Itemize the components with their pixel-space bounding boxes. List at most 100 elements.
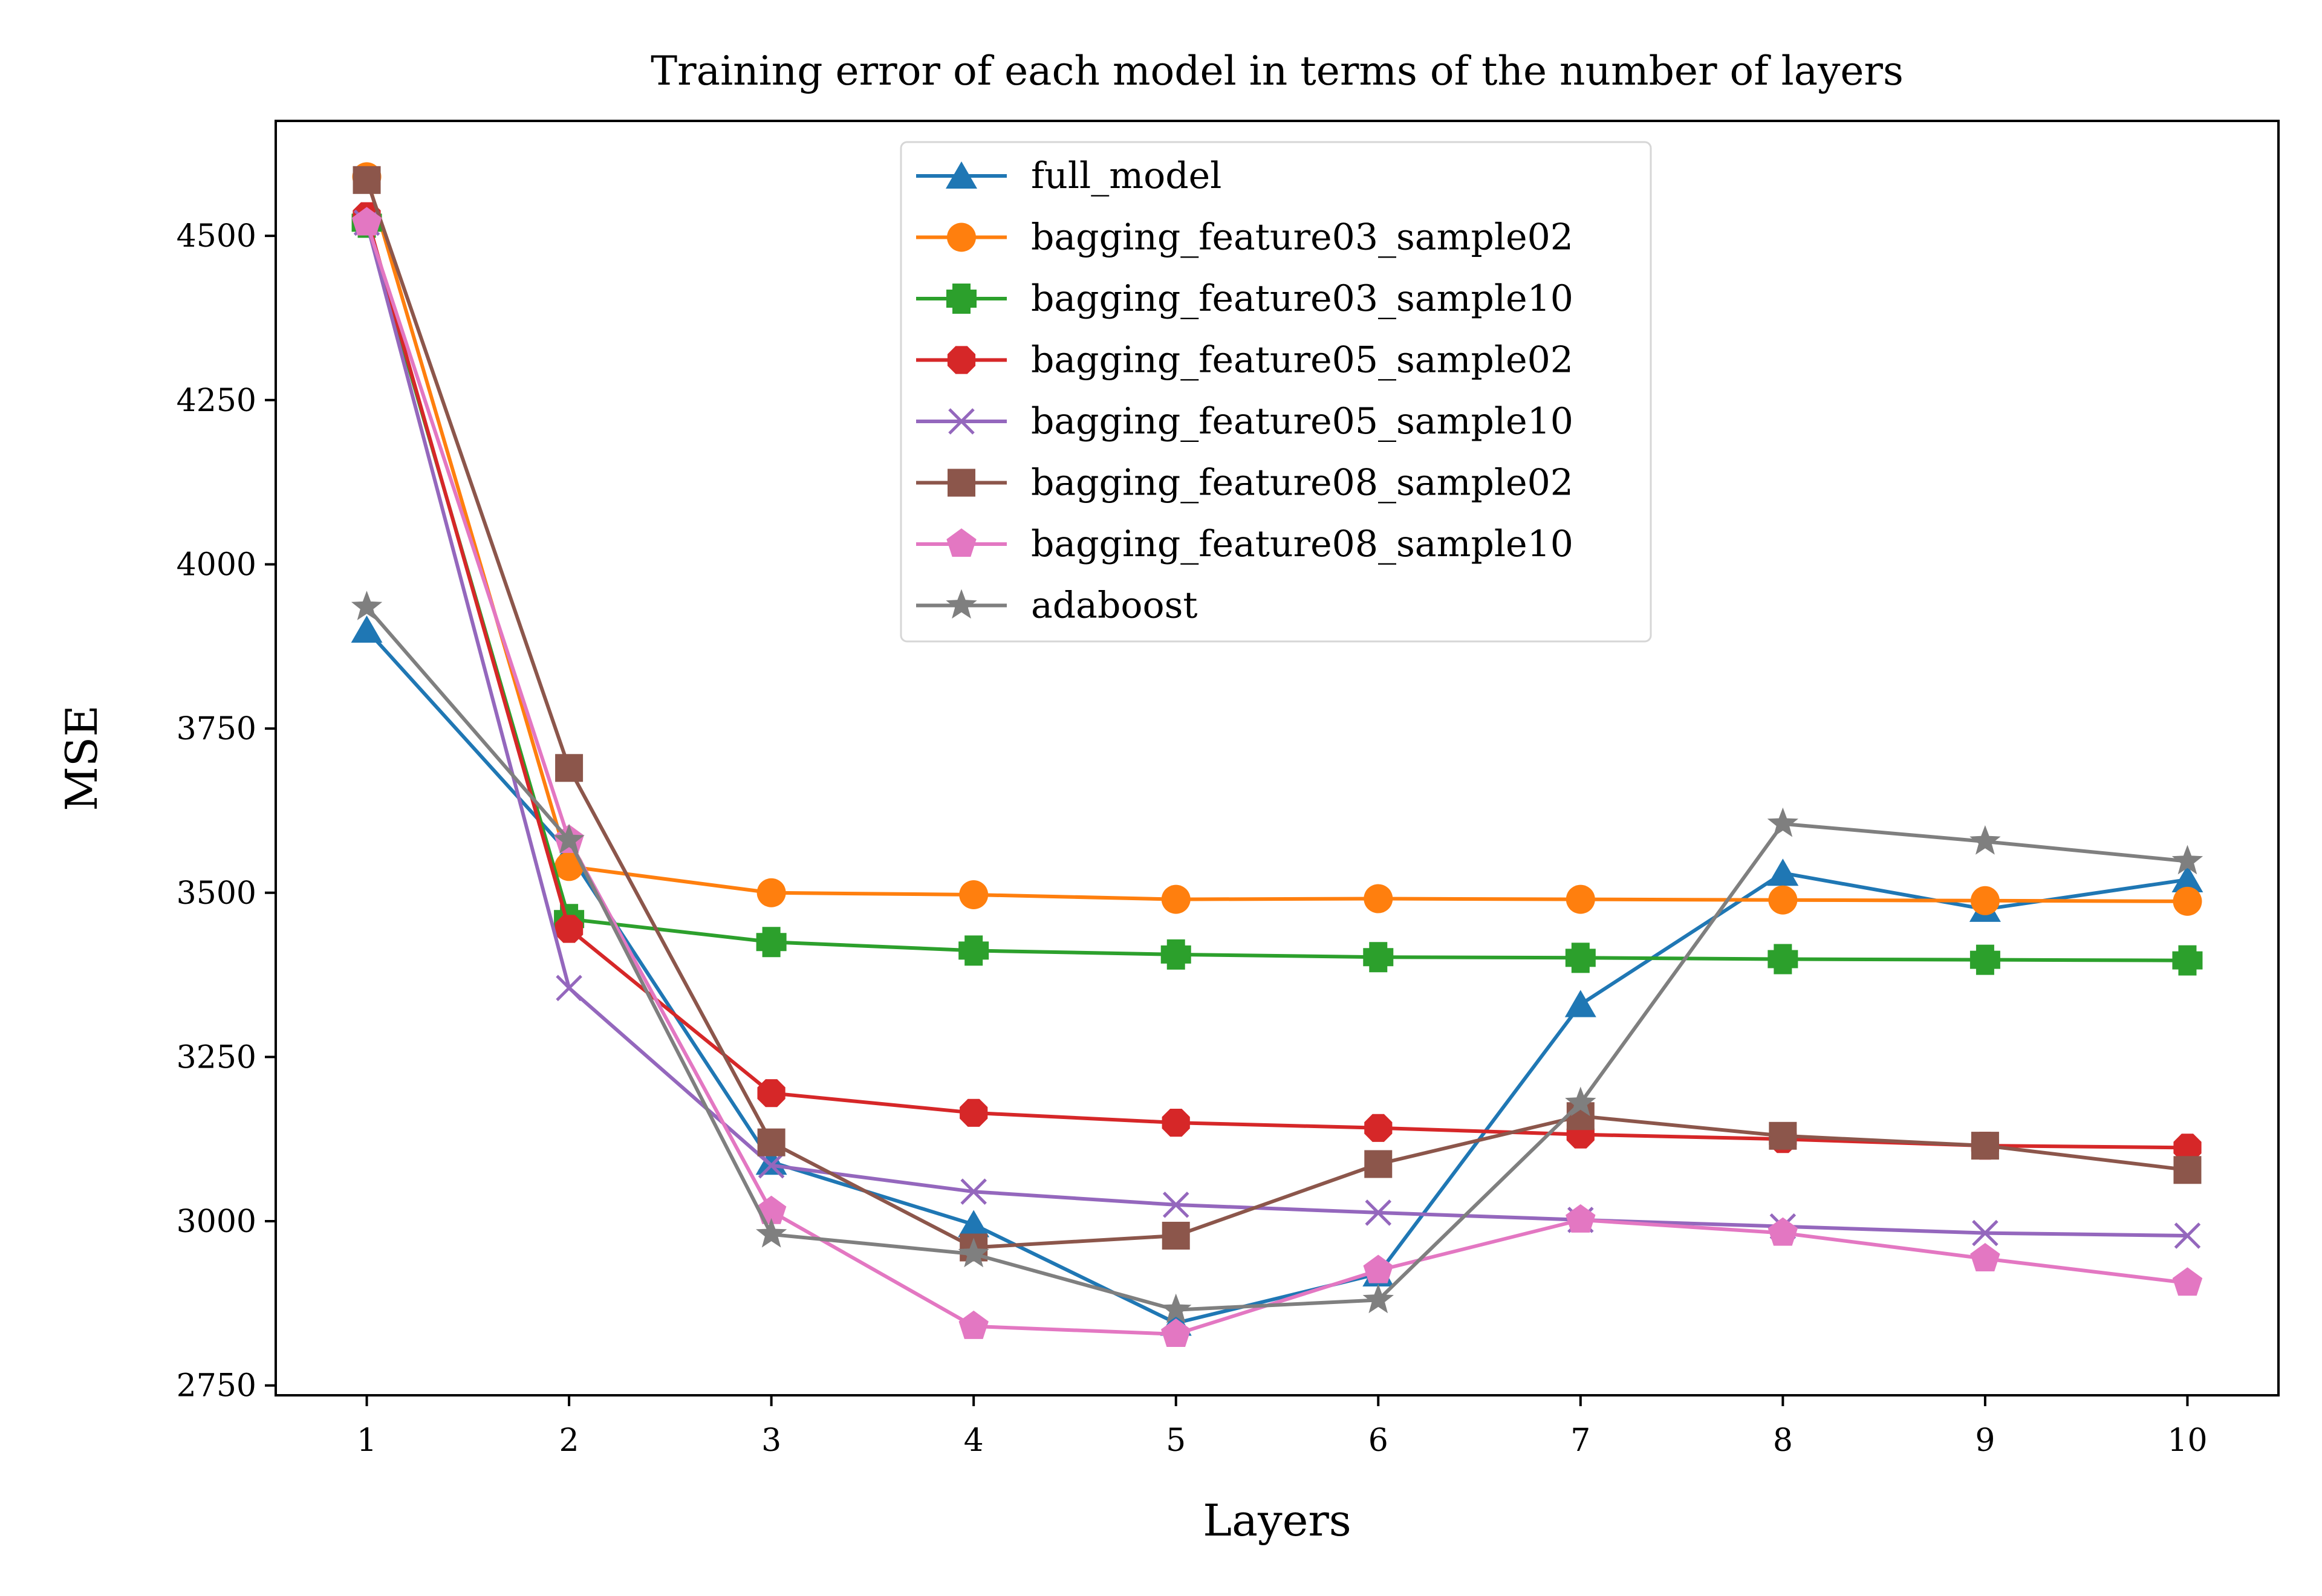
x-tick-label: 4 [964, 1422, 984, 1459]
data-point [555, 915, 584, 943]
data-point [960, 1098, 988, 1127]
data-point [2171, 845, 2203, 875]
legend-label: full_model [1031, 155, 1221, 197]
data-point [1970, 886, 2000, 915]
data-point [757, 1079, 785, 1108]
chart-title: Training error of each model in terms of… [651, 48, 1904, 94]
data-point [960, 1178, 987, 1205]
legend-marker [946, 161, 977, 189]
x-tick-label: 9 [1975, 1422, 1995, 1459]
legend-entry: bagging_feature05_sample02 [916, 339, 1573, 381]
legend-entry: bagging_feature03_sample10 [916, 277, 1573, 320]
data-point [2171, 865, 2203, 892]
data-point [1769, 1121, 1797, 1150]
legend-marker [947, 346, 976, 374]
data-point [353, 166, 381, 194]
y-tick-label: 4000 [177, 547, 256, 583]
data-point [1767, 858, 1799, 886]
data-point [1363, 1254, 1393, 1283]
legend-label: bagging_feature08_sample10 [1031, 523, 1573, 565]
legend-marker [946, 284, 977, 314]
data-point [1364, 1114, 1393, 1142]
data-point [1768, 885, 1798, 915]
legend-entry: adaboost [916, 585, 1198, 627]
data-point [553, 823, 585, 854]
data-point [1565, 1086, 1596, 1117]
legend-entry: bagging_feature08_sample02 [916, 462, 1573, 504]
y-tick-label: 4250 [177, 383, 256, 419]
data-point [2172, 1267, 2203, 1296]
data-point [1969, 944, 2000, 975]
legend-label: adaboost [1031, 585, 1198, 627]
series-8 [351, 591, 2203, 1323]
data-point [959, 880, 989, 910]
series-line [365, 606, 2188, 1312]
data-point [1364, 1150, 1393, 1178]
data-point [1365, 1199, 1392, 1226]
legend-label: bagging_feature08_sample02 [1031, 462, 1573, 504]
data-point [2173, 1156, 2202, 1184]
legend-entry: bagging_feature08_sample10 [916, 523, 1573, 565]
data-point [958, 1210, 990, 1238]
series-line [365, 222, 2188, 1336]
data-point [958, 1310, 989, 1339]
data-point [2173, 1134, 2202, 1162]
data-point [1160, 1293, 1192, 1323]
data-point [1160, 939, 1191, 970]
data-point [351, 207, 382, 236]
data-point [555, 754, 584, 782]
data-point [1162, 1109, 1190, 1137]
data-point [958, 1238, 989, 1268]
y-tick-label: 3000 [177, 1204, 256, 1240]
series-6 [353, 166, 2202, 1262]
legend-marker [947, 222, 976, 252]
data-point [2173, 886, 2202, 916]
legend-label: bagging_feature05_sample10 [1031, 400, 1573, 443]
data-point [1566, 884, 1595, 914]
data-point [1161, 884, 1191, 914]
series-line [365, 222, 2188, 962]
legend-label: bagging_feature05_sample02 [1031, 339, 1573, 381]
legend-marker [946, 528, 977, 557]
x-axis-label: Layers [1203, 1495, 1351, 1546]
data-point [1363, 942, 1394, 973]
y-tick-label: 3750 [177, 711, 256, 747]
x-tick-label: 8 [1773, 1422, 1793, 1459]
data-point [756, 878, 786, 907]
y-tick-label: 4500 [177, 218, 256, 255]
data-point [1969, 825, 2001, 855]
x-tick-label: 5 [1166, 1422, 1186, 1459]
legend-marker [948, 469, 975, 497]
x-tick-label: 3 [761, 1422, 781, 1459]
x-tick-label: 1 [357, 1422, 377, 1459]
data-point [1972, 1219, 1998, 1247]
legend-marker [948, 408, 975, 435]
data-point [756, 927, 787, 958]
y-axis: 2750 3000 3250 3500 3750 4000 4250 4500 [177, 218, 276, 1404]
data-point [1767, 807, 1798, 837]
x-axis: 1 2 3 4 5 6 7 8 9 10 [357, 1395, 2208, 1459]
data-point [2174, 1222, 2201, 1249]
legend-frame [900, 141, 1652, 643]
y-tick-label: 3500 [177, 875, 256, 912]
y-tick-label: 2750 [177, 1368, 256, 1404]
x-tick-label: 10 [2167, 1422, 2207, 1459]
plot-frame [275, 120, 2280, 1396]
data-point [1768, 944, 1798, 975]
series-line [365, 179, 2188, 1250]
legend: full_model bagging_feature03_sample02bagg… [900, 141, 1652, 643]
legend-entry: bagging_feature03_sample02 [916, 216, 1573, 259]
data-point [1364, 884, 1393, 913]
series-line [365, 629, 2188, 1325]
legend-label: bagging_feature03_sample02 [1031, 216, 1573, 259]
data-point [351, 591, 383, 620]
legend-entry: bagging_feature05_sample10 [916, 400, 1573, 443]
data-point [1161, 1318, 1191, 1347]
x-tick-label: 7 [1570, 1422, 1590, 1459]
data-point [757, 1128, 785, 1156]
plot-area [351, 162, 2203, 1347]
series-5 [353, 209, 2201, 1249]
legend-label: bagging_feature03_sample10 [1031, 277, 1573, 320]
data-point [958, 935, 989, 966]
